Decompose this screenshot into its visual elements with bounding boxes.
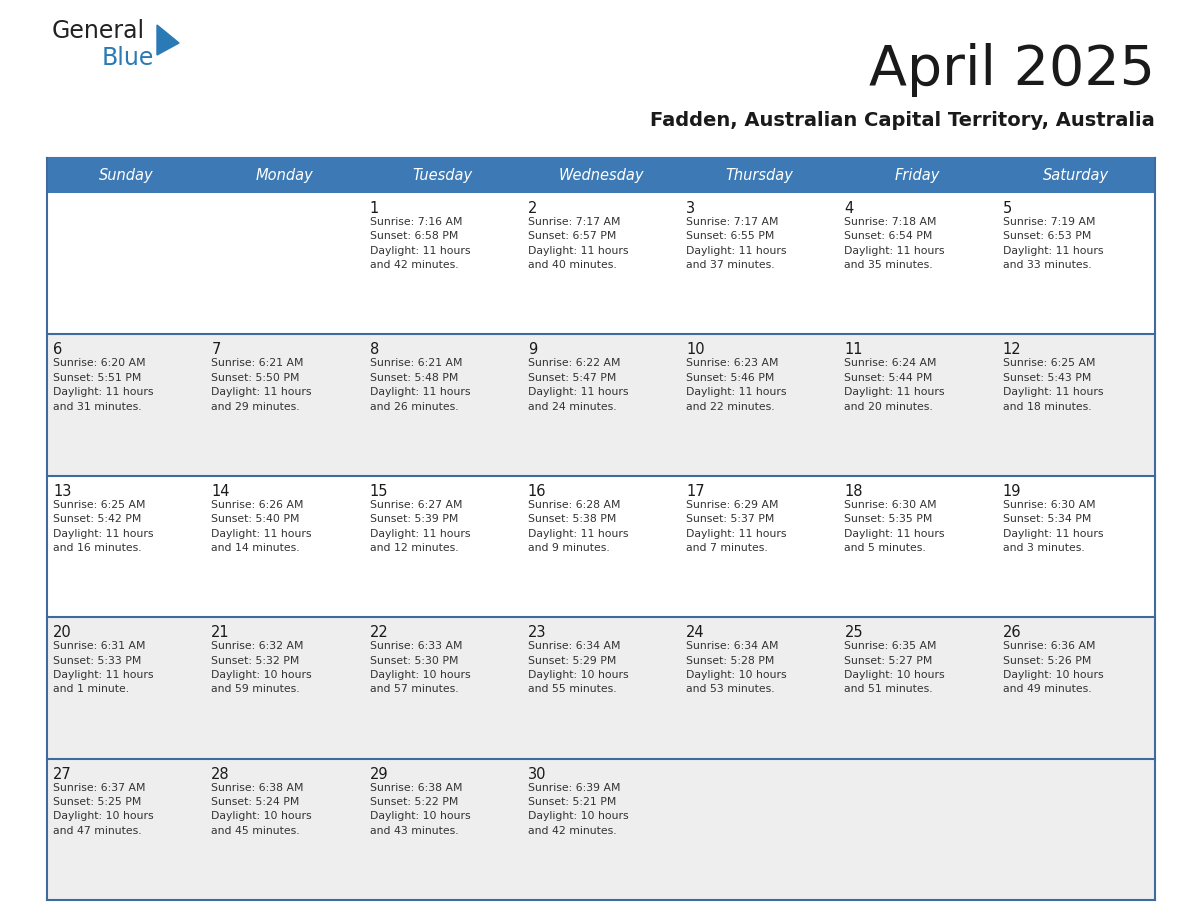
Bar — [48, 758, 1155, 900]
Text: 3: 3 — [687, 201, 695, 216]
Text: 19: 19 — [1003, 484, 1022, 498]
Bar — [48, 193, 1155, 334]
Text: 8: 8 — [369, 342, 379, 357]
Text: Sunrise: 6:32 AM
Sunset: 5:32 PM
Daylight: 10 hours
and 59 minutes.: Sunrise: 6:32 AM Sunset: 5:32 PM Dayligh… — [211, 641, 312, 694]
Text: 12: 12 — [1003, 342, 1022, 357]
Text: Sunrise: 6:30 AM
Sunset: 5:35 PM
Daylight: 11 hours
and 5 minutes.: Sunrise: 6:30 AM Sunset: 5:35 PM Dayligh… — [845, 499, 944, 553]
Text: Monday: Monday — [255, 168, 314, 183]
Text: Sunrise: 6:26 AM
Sunset: 5:40 PM
Daylight: 11 hours
and 14 minutes.: Sunrise: 6:26 AM Sunset: 5:40 PM Dayligh… — [211, 499, 311, 553]
Bar — [48, 334, 1155, 476]
Text: Sunrise: 6:27 AM
Sunset: 5:39 PM
Daylight: 11 hours
and 12 minutes.: Sunrise: 6:27 AM Sunset: 5:39 PM Dayligh… — [369, 499, 470, 553]
Text: Sunrise: 6:31 AM
Sunset: 5:33 PM
Daylight: 11 hours
and 1 minute.: Sunrise: 6:31 AM Sunset: 5:33 PM Dayligh… — [53, 641, 153, 694]
Text: Sunrise: 6:28 AM
Sunset: 5:38 PM
Daylight: 11 hours
and 9 minutes.: Sunrise: 6:28 AM Sunset: 5:38 PM Dayligh… — [527, 499, 628, 553]
Text: 27: 27 — [53, 767, 71, 781]
Text: Tuesday: Tuesday — [412, 168, 473, 183]
Text: Sunday: Sunday — [99, 168, 153, 183]
Text: April 2025: April 2025 — [868, 43, 1155, 97]
Text: Sunrise: 6:29 AM
Sunset: 5:37 PM
Daylight: 11 hours
and 7 minutes.: Sunrise: 6:29 AM Sunset: 5:37 PM Dayligh… — [687, 499, 786, 553]
Text: 1: 1 — [369, 201, 379, 216]
Text: Sunrise: 6:34 AM
Sunset: 5:28 PM
Daylight: 10 hours
and 53 minutes.: Sunrise: 6:34 AM Sunset: 5:28 PM Dayligh… — [687, 641, 786, 694]
Text: Sunrise: 6:22 AM
Sunset: 5:47 PM
Daylight: 11 hours
and 24 minutes.: Sunrise: 6:22 AM Sunset: 5:47 PM Dayligh… — [527, 358, 628, 411]
Text: Sunrise: 6:21 AM
Sunset: 5:48 PM
Daylight: 11 hours
and 26 minutes.: Sunrise: 6:21 AM Sunset: 5:48 PM Dayligh… — [369, 358, 470, 411]
Text: Sunrise: 6:39 AM
Sunset: 5:21 PM
Daylight: 10 hours
and 42 minutes.: Sunrise: 6:39 AM Sunset: 5:21 PM Dayligh… — [527, 783, 628, 835]
Text: 17: 17 — [687, 484, 704, 498]
Text: Wednesday: Wednesday — [558, 168, 644, 183]
Text: 24: 24 — [687, 625, 704, 640]
Text: Sunrise: 6:35 AM
Sunset: 5:27 PM
Daylight: 10 hours
and 51 minutes.: Sunrise: 6:35 AM Sunset: 5:27 PM Dayligh… — [845, 641, 944, 694]
Text: Sunrise: 6:30 AM
Sunset: 5:34 PM
Daylight: 11 hours
and 3 minutes.: Sunrise: 6:30 AM Sunset: 5:34 PM Dayligh… — [1003, 499, 1104, 553]
Text: 20: 20 — [53, 625, 71, 640]
Text: 23: 23 — [527, 625, 546, 640]
Bar — [48, 158, 1155, 193]
Bar — [48, 476, 1155, 617]
Text: Sunrise: 6:38 AM
Sunset: 5:22 PM
Daylight: 10 hours
and 43 minutes.: Sunrise: 6:38 AM Sunset: 5:22 PM Dayligh… — [369, 783, 470, 835]
Text: 11: 11 — [845, 342, 862, 357]
Text: Sunrise: 7:17 AM
Sunset: 6:57 PM
Daylight: 11 hours
and 40 minutes.: Sunrise: 7:17 AM Sunset: 6:57 PM Dayligh… — [527, 217, 628, 270]
Text: Sunrise: 6:21 AM
Sunset: 5:50 PM
Daylight: 11 hours
and 29 minutes.: Sunrise: 6:21 AM Sunset: 5:50 PM Dayligh… — [211, 358, 311, 411]
Text: Saturday: Saturday — [1043, 168, 1108, 183]
Text: 21: 21 — [211, 625, 230, 640]
Text: 14: 14 — [211, 484, 229, 498]
Text: 2: 2 — [527, 201, 537, 216]
Text: 29: 29 — [369, 767, 388, 781]
Text: 10: 10 — [687, 342, 704, 357]
Text: 26: 26 — [1003, 625, 1022, 640]
Text: 18: 18 — [845, 484, 862, 498]
Text: Sunrise: 6:33 AM
Sunset: 5:30 PM
Daylight: 10 hours
and 57 minutes.: Sunrise: 6:33 AM Sunset: 5:30 PM Dayligh… — [369, 641, 470, 694]
Text: Sunrise: 6:25 AM
Sunset: 5:43 PM
Daylight: 11 hours
and 18 minutes.: Sunrise: 6:25 AM Sunset: 5:43 PM Dayligh… — [1003, 358, 1104, 411]
Text: Sunrise: 6:23 AM
Sunset: 5:46 PM
Daylight: 11 hours
and 22 minutes.: Sunrise: 6:23 AM Sunset: 5:46 PM Dayligh… — [687, 358, 786, 411]
Text: Thursday: Thursday — [726, 168, 794, 183]
Bar — [48, 617, 1155, 758]
Text: 13: 13 — [53, 484, 71, 498]
Text: 28: 28 — [211, 767, 230, 781]
Text: 22: 22 — [369, 625, 388, 640]
Text: Sunrise: 6:24 AM
Sunset: 5:44 PM
Daylight: 11 hours
and 20 minutes.: Sunrise: 6:24 AM Sunset: 5:44 PM Dayligh… — [845, 358, 944, 411]
Text: General: General — [52, 19, 145, 43]
Text: Sunrise: 6:36 AM
Sunset: 5:26 PM
Daylight: 10 hours
and 49 minutes.: Sunrise: 6:36 AM Sunset: 5:26 PM Dayligh… — [1003, 641, 1104, 694]
Text: Sunrise: 6:38 AM
Sunset: 5:24 PM
Daylight: 10 hours
and 45 minutes.: Sunrise: 6:38 AM Sunset: 5:24 PM Dayligh… — [211, 783, 312, 835]
Text: 15: 15 — [369, 484, 388, 498]
Text: Fadden, Australian Capital Territory, Australia: Fadden, Australian Capital Territory, Au… — [650, 110, 1155, 129]
Text: Sunrise: 6:34 AM
Sunset: 5:29 PM
Daylight: 10 hours
and 55 minutes.: Sunrise: 6:34 AM Sunset: 5:29 PM Dayligh… — [527, 641, 628, 694]
Text: 25: 25 — [845, 625, 862, 640]
Text: Sunrise: 6:37 AM
Sunset: 5:25 PM
Daylight: 10 hours
and 47 minutes.: Sunrise: 6:37 AM Sunset: 5:25 PM Dayligh… — [53, 783, 153, 835]
Text: Sunrise: 7:16 AM
Sunset: 6:58 PM
Daylight: 11 hours
and 42 minutes.: Sunrise: 7:16 AM Sunset: 6:58 PM Dayligh… — [369, 217, 470, 270]
Text: Sunrise: 6:25 AM
Sunset: 5:42 PM
Daylight: 11 hours
and 16 minutes.: Sunrise: 6:25 AM Sunset: 5:42 PM Dayligh… — [53, 499, 153, 553]
Polygon shape — [157, 25, 179, 55]
Text: 4: 4 — [845, 201, 854, 216]
Text: Friday: Friday — [895, 168, 940, 183]
Text: 7: 7 — [211, 342, 221, 357]
Text: 30: 30 — [527, 767, 546, 781]
Text: 6: 6 — [53, 342, 62, 357]
Text: Sunrise: 7:18 AM
Sunset: 6:54 PM
Daylight: 11 hours
and 35 minutes.: Sunrise: 7:18 AM Sunset: 6:54 PM Dayligh… — [845, 217, 944, 270]
Text: 5: 5 — [1003, 201, 1012, 216]
Text: Blue: Blue — [102, 46, 154, 70]
Text: 9: 9 — [527, 342, 537, 357]
Text: Sunrise: 7:19 AM
Sunset: 6:53 PM
Daylight: 11 hours
and 33 minutes.: Sunrise: 7:19 AM Sunset: 6:53 PM Dayligh… — [1003, 217, 1104, 270]
Text: 16: 16 — [527, 484, 546, 498]
Text: Sunrise: 7:17 AM
Sunset: 6:55 PM
Daylight: 11 hours
and 37 minutes.: Sunrise: 7:17 AM Sunset: 6:55 PM Dayligh… — [687, 217, 786, 270]
Text: Sunrise: 6:20 AM
Sunset: 5:51 PM
Daylight: 11 hours
and 31 minutes.: Sunrise: 6:20 AM Sunset: 5:51 PM Dayligh… — [53, 358, 153, 411]
